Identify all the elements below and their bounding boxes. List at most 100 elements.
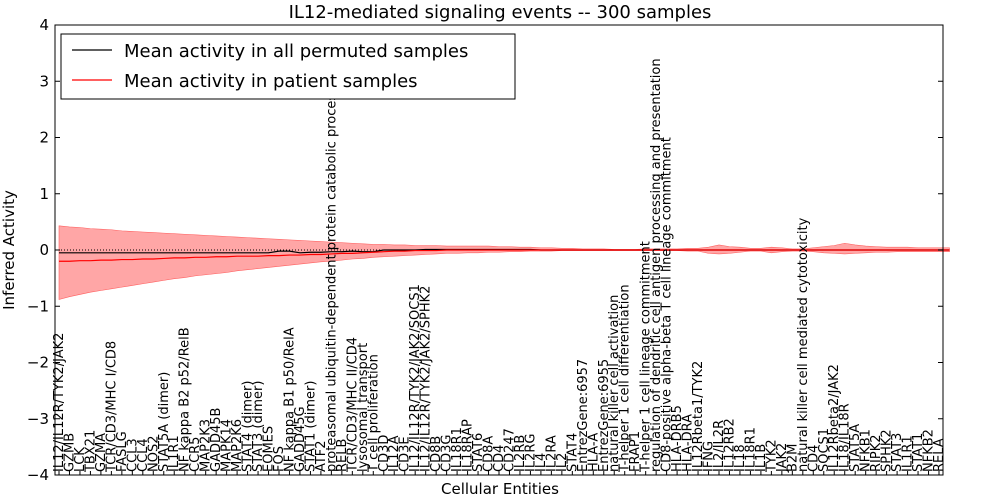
confidence-band [58,225,950,300]
x-tick-label: T-helper 1 cell differentiation [618,284,633,473]
x-tick-label: HLA-DRA [681,414,696,472]
x-tick-label: IL2RA [544,435,559,472]
x-tick-label: STAT3 (dimer) [251,381,266,472]
legend-label-patient: Mean activity in patient samples [124,71,418,92]
y-tick-label: −1 [27,297,49,315]
y-tick-label: 1 [39,185,49,203]
x-tick-label: IL2RG [523,434,538,472]
x-tick-label: NF kappa B1 p50/RelA [282,327,297,472]
x-tick-label: NF kappa B2 p52/RelB [178,327,193,472]
x-tick-label: IL1B [754,444,769,472]
x-tick-label: CCL4 [136,438,151,472]
x-tick-label: IL18 [733,444,748,472]
x-tick-label: NOS2 [146,436,161,472]
x-tick-label: IL12Rbeta2/JAK2 [827,364,842,472]
x-tick-label: regulation of dendritic cell antigen pro… [649,58,664,472]
x-tick-label: STAT3 [890,433,905,472]
x-tick-label: lysosomal transport [356,343,371,472]
x-tick-label: MAPK14 [220,419,235,472]
x-tick-label: STAT4 (dimer) [241,381,256,472]
x-tick-label: IL12A [387,435,402,472]
x-tick-label: GADD45B [209,408,224,472]
x-tick-label: HLA-DRB5 [670,405,685,472]
x-tick-label: IL12/IL12R/TYK2/JAK2 [52,333,67,472]
y-tick-label: −4 [27,466,49,484]
x-tick-label: CD4 [806,445,821,472]
x-tick-label: TYK2 [764,439,779,473]
x-tick-label: IL12RB2 [722,418,737,472]
x-tick-label: TBX21 [83,430,98,473]
x-tick-label: EOMES [262,426,277,472]
series-line-patient [59,249,950,262]
x-tick-label: GZMA [94,433,109,472]
y-tick-label: 0 [39,241,49,259]
x-tick-label: B2M [785,444,800,472]
x-tick-label: NFKB2 [922,429,937,472]
x-tick-label: CCR5 [188,437,203,472]
x-tick-label: LCK [73,447,88,472]
x-tick-label: SOCS1 [817,428,832,472]
x-tick-label: STAT1 (dimer) [303,381,318,472]
x-tick-label: JAK2 [775,443,790,473]
x-tick-label: IFNG [702,441,717,472]
x-tick-label: T-helper 1 cell lineage commitment [639,241,654,473]
chart-title: IL12-mediated signaling events -- 300 sa… [289,2,712,23]
x-tick-label: CD247 [502,428,517,472]
x-tick-label: STAT5A (dimer) [157,372,172,472]
x-tick-label: CD8-positive alpha-beta T cell lineage c… [660,137,675,472]
x-tick-label: GADD45G [293,406,308,472]
y-tick-label: 2 [39,129,49,147]
x-tick-label: proteasomal ubiquitin-dependent protein … [324,87,339,472]
x-tick-label: IL12/IL12R/TYK2/JAK2/SPHK2 [419,286,434,472]
legend: Mean activity in all permuted samples Me… [60,33,516,100]
x-tick-label: RIPK2 [869,434,884,472]
y-tick-label: 4 [39,16,49,34]
y-axis-label: Inferred Activity [0,190,18,310]
plot-frame [54,24,944,476]
x-tick-label: FRAP1 [628,431,643,472]
x-tick-label: STAT1 [911,433,926,472]
x-tick-label: FOS [272,446,287,472]
x-tick-label: IL18R1 [450,427,465,472]
x-tick-label: CD3D [377,435,392,472]
x-tick-label: STAT4 [565,433,580,472]
x-tick-label: IL18R1 [743,427,758,472]
x-tick-label: EntrezGene:6957 [576,359,591,472]
x-tick-label: CD3G [440,435,455,472]
x-tick-label: CD8B [429,436,444,472]
x-tick-label: MAP2K3 [199,419,214,472]
x-tick-label: natural killer cell mediated cytotoxicit… [796,217,811,472]
x-tick-label: IL2 [555,453,570,472]
x-tick-label: IL12Rbeta1/TYK2 [691,361,706,472]
x-tick-label: TCR/CD3/MHC I/CD8 [104,341,119,473]
legend-label-permuted: Mean activity in all permuted samples [124,41,468,62]
x-tick-label: CCL3 [125,438,140,472]
x-tick-label: HLA-A [586,433,601,472]
x-tick-label: RELA [932,438,947,472]
plot-area: −4 −3 −2 −1 0 1 2 3 4 IL12/IL12R/TYK2/JAK2GZMBLCK… [27,16,950,484]
x-tick-label: SPHK2 [880,429,895,472]
legend-box [60,33,516,100]
x-tick-label: STAT5A [848,424,863,472]
x-axis-label: Cellular Entities [441,480,559,498]
x-tick-label: CD8A [482,436,497,472]
y-tick-label: −3 [27,410,49,428]
x-tick-label: CD4 [492,445,507,472]
x-tick-label: T cell proliferation [366,354,381,473]
x-tick-label: STAT6 [471,433,486,472]
x-tick-label: IL2RB [513,435,528,472]
x-tick-label: CD3E [398,436,413,472]
x-tick-label: RELB [335,439,350,472]
x-tick-label: IL18/IL18R [838,403,853,472]
x-tick-label: natural killer cell activation [607,295,622,472]
x-tick-label: ATF2 [314,440,329,472]
y-tick-label: 3 [39,72,49,90]
x-tick-label: EntrezGene:6955 [597,359,612,472]
x-tick-label: GZMB [62,433,77,472]
y-tick-label: −2 [27,354,49,372]
x-tick-label: MAP2K6 [230,419,245,472]
x-tick-label: IL2/IL2R [712,420,727,472]
x-tick-label: IL1R1 [901,435,916,472]
x-tick-label: IL18RAP [461,419,476,472]
